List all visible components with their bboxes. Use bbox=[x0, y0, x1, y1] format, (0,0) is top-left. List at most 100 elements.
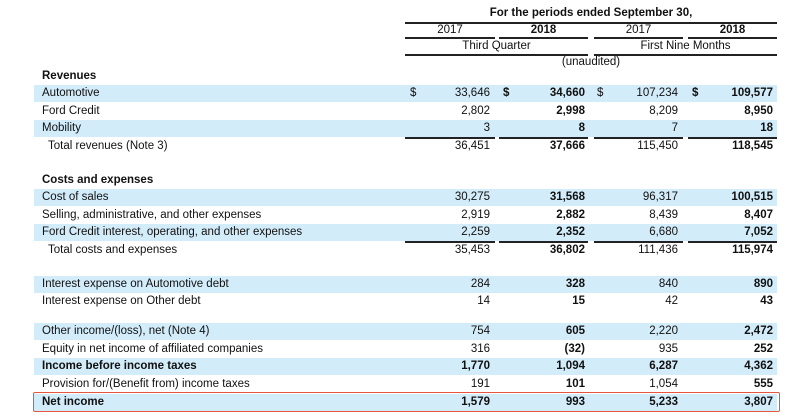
cell-value: (32) bbox=[564, 343, 585, 355]
cell-value: 605 bbox=[565, 325, 585, 337]
row-label: Revenues bbox=[42, 70, 97, 82]
table-row: Total costs and expenses 35,453 36,802 111,… bbox=[34, 242, 777, 259]
cell-value: 935 bbox=[658, 343, 678, 355]
row-label: Interest expense on Automotive debt bbox=[42, 278, 229, 290]
cell-value: 3,807 bbox=[744, 396, 773, 408]
cell-value: 115,450 bbox=[637, 140, 678, 152]
cell-value: 101 bbox=[565, 378, 585, 390]
row-label: Ford Credit bbox=[42, 105, 100, 117]
table-row: Ford Credit interest, operating, and oth… bbox=[34, 224, 777, 243]
cell-value: 30,275 bbox=[454, 191, 490, 203]
divider bbox=[688, 37, 777, 39]
cell-value: 100,515 bbox=[731, 191, 773, 203]
table-row: Total revenues (Note 3) 36,451 37,666 115,4… bbox=[34, 138, 777, 155]
divider bbox=[405, 54, 588, 56]
cell-value: 2,352 bbox=[556, 226, 585, 238]
table-row: Income before income taxes 1,770 1,094 6,28… bbox=[34, 358, 777, 375]
cell-value: 14 bbox=[477, 295, 490, 307]
cell-value: 3 bbox=[483, 122, 490, 134]
table-row: Selling, administrative, and other expen… bbox=[34, 207, 777, 224]
underline bbox=[499, 241, 588, 243]
cell-value: 252 bbox=[753, 343, 773, 355]
cell-value: 8,407 bbox=[744, 209, 773, 221]
row-label: Automotive bbox=[42, 87, 100, 99]
row-label: Ford Credit interest, operating, and oth… bbox=[42, 226, 303, 238]
net-income-highlight bbox=[33, 392, 780, 412]
cell-value: 1,054 bbox=[649, 378, 678, 390]
row-label: Other income/(loss), net (Note 4) bbox=[42, 325, 210, 337]
cell-value: 37,666 bbox=[549, 140, 585, 152]
cell-value: 890 bbox=[753, 278, 773, 290]
unaudited-note: (unaudited) bbox=[561, 56, 621, 68]
cell-value: 2,802 bbox=[461, 105, 490, 117]
cell-value: 18 bbox=[760, 122, 773, 134]
table-row: Provision for/(Benefit from) income taxe… bbox=[34, 376, 777, 393]
table-row: Equity in net income of affiliated compa… bbox=[34, 341, 777, 360]
cell-value: 2,882 bbox=[556, 209, 585, 221]
table-row: Automotive $33,646 $34,660 $107,234 $109,577 bbox=[34, 85, 777, 102]
underline bbox=[405, 241, 495, 243]
section-header: Revenues bbox=[34, 68, 777, 85]
cell-value: 6,287 bbox=[649, 360, 678, 372]
table-row: Interest expense on Automotive debt 284 32… bbox=[34, 276, 777, 293]
table-row: Interest expense on Other debt 14 15 42 43 bbox=[34, 293, 777, 310]
row-label: Equity in net income of affiliated compa… bbox=[42, 343, 263, 355]
row-label: Provision for/(Benefit from) income taxe… bbox=[42, 378, 250, 390]
row-label: Total revenues (Note 3) bbox=[48, 140, 168, 152]
underline bbox=[594, 137, 683, 139]
cell-value: 2,472 bbox=[744, 325, 773, 337]
underline bbox=[405, 137, 495, 139]
cell-value: 1,094 bbox=[556, 360, 585, 372]
underline bbox=[594, 241, 683, 243]
year-col-3: 2017 bbox=[625, 24, 652, 36]
row-label: Total costs and expenses bbox=[48, 244, 178, 256]
dollar-sign: $ bbox=[410, 87, 417, 99]
table-row: Cost of sales 30,275 31,568 96,317 100,515 bbox=[34, 189, 777, 206]
underline bbox=[688, 137, 777, 139]
row-label: Cost of sales bbox=[42, 191, 109, 203]
cell-value: 8,950 bbox=[744, 105, 773, 117]
cell-value: 115,974 bbox=[732, 244, 773, 256]
cell-value: 6,680 bbox=[649, 226, 678, 238]
cell-value: 15 bbox=[572, 295, 585, 307]
cell-value: 7,052 bbox=[744, 226, 773, 238]
underline bbox=[688, 241, 777, 243]
row-label: Net income bbox=[42, 396, 104, 408]
divider bbox=[405, 37, 495, 39]
cell-value: 4,362 bbox=[744, 360, 773, 372]
cell-value: 31,568 bbox=[549, 191, 585, 203]
cell-value: 36,451 bbox=[454, 140, 490, 152]
year-col-4: 2018 bbox=[719, 24, 746, 36]
row-label: Costs and expenses bbox=[42, 174, 154, 186]
cell-value: 2,998 bbox=[556, 105, 585, 117]
cell-value: 33,646 bbox=[454, 87, 490, 99]
cell-value: 118,545 bbox=[732, 140, 773, 152]
cell-value: 993 bbox=[565, 396, 585, 408]
divider bbox=[405, 22, 777, 24]
period-third-quarter: Third Quarter bbox=[462, 40, 531, 52]
row-label: Income before income taxes bbox=[42, 360, 197, 372]
cell-value: 8 bbox=[578, 122, 585, 134]
cell-value: 5,233 bbox=[649, 396, 678, 408]
row-label: Interest expense on Other debt bbox=[42, 295, 201, 307]
cell-value: 34,660 bbox=[549, 87, 585, 99]
cell-value: 8,209 bbox=[649, 105, 678, 117]
cell-value: 284 bbox=[470, 278, 490, 290]
cell-value: 7 bbox=[671, 122, 678, 134]
periods-title: For the periods ended September 30, bbox=[489, 7, 693, 19]
period-nine-months: First Nine Months bbox=[640, 40, 731, 52]
cell-value: 316 bbox=[470, 343, 490, 355]
divider bbox=[594, 54, 777, 56]
underline bbox=[499, 137, 588, 139]
dollar-sign: $ bbox=[597, 87, 604, 99]
row-label: Selling, administrative, and other expen… bbox=[42, 209, 262, 221]
cell-value: 555 bbox=[753, 378, 773, 390]
cell-value: 840 bbox=[658, 278, 678, 290]
row-label: Mobility bbox=[42, 122, 81, 134]
cell-value: 111,436 bbox=[638, 244, 678, 256]
table-row: Net income 1,579 993 5,233 3,807 bbox=[34, 394, 777, 411]
dollar-sign: $ bbox=[692, 87, 699, 99]
section-header: Costs and expenses bbox=[34, 172, 777, 189]
cell-value: 754 bbox=[470, 325, 490, 337]
cell-value: 2,919 bbox=[461, 209, 490, 221]
